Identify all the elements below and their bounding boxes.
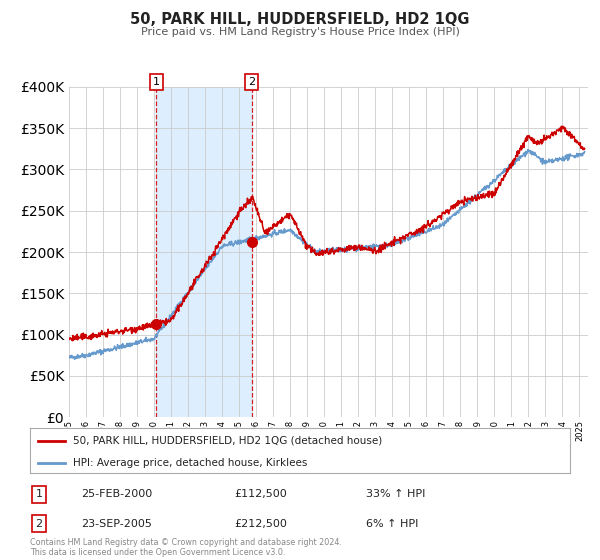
Text: 2: 2 (35, 519, 43, 529)
Text: 1: 1 (35, 489, 43, 500)
Text: 1: 1 (153, 77, 160, 87)
Text: 33% ↑ HPI: 33% ↑ HPI (366, 489, 425, 500)
Text: £212,500: £212,500 (234, 519, 287, 529)
Text: 25-FEB-2000: 25-FEB-2000 (81, 489, 152, 500)
Text: 50, PARK HILL, HUDDERSFIELD, HD2 1QG (detached house): 50, PARK HILL, HUDDERSFIELD, HD2 1QG (de… (73, 436, 382, 446)
Text: Contains HM Land Registry data © Crown copyright and database right 2024.
This d: Contains HM Land Registry data © Crown c… (30, 538, 342, 557)
Text: £112,500: £112,500 (234, 489, 287, 500)
Bar (157, 87, 251, 417)
Text: 6% ↑ HPI: 6% ↑ HPI (366, 519, 418, 529)
Text: 2: 2 (248, 77, 255, 87)
Text: 50, PARK HILL, HUDDERSFIELD, HD2 1QG: 50, PARK HILL, HUDDERSFIELD, HD2 1QG (130, 12, 470, 27)
Text: 23-SEP-2005: 23-SEP-2005 (81, 519, 152, 529)
Text: Price paid vs. HM Land Registry's House Price Index (HPI): Price paid vs. HM Land Registry's House … (140, 27, 460, 37)
Text: HPI: Average price, detached house, Kirklees: HPI: Average price, detached house, Kirk… (73, 458, 308, 468)
